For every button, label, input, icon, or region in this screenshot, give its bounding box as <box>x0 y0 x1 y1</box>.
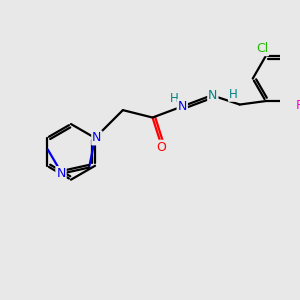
Text: N: N <box>208 89 218 102</box>
Text: O: O <box>156 141 166 154</box>
Text: H: H <box>169 92 178 106</box>
Text: N: N <box>92 131 102 144</box>
Text: N: N <box>178 100 187 113</box>
Text: N: N <box>56 167 66 180</box>
Text: H: H <box>229 88 238 101</box>
Text: F: F <box>296 99 300 112</box>
Text: Cl: Cl <box>256 42 268 55</box>
